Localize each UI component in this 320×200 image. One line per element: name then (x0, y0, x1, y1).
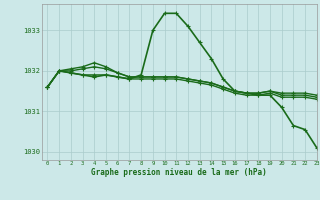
X-axis label: Graphe pression niveau de la mer (hPa): Graphe pression niveau de la mer (hPa) (91, 168, 267, 177)
